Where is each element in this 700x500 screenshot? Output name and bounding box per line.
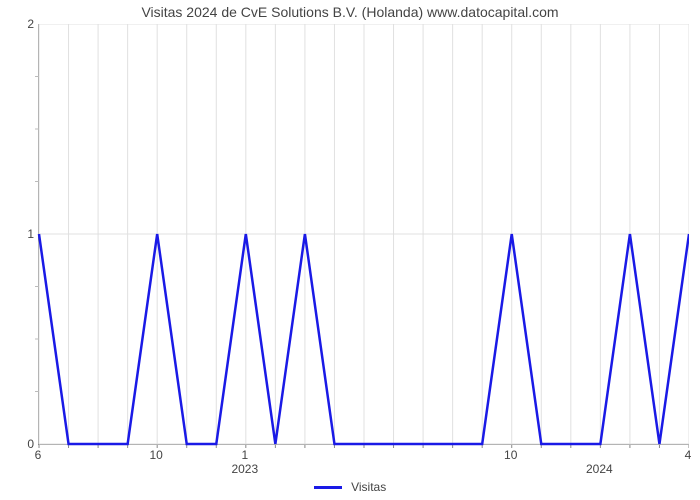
x-tick-label: 4 — [685, 448, 692, 462]
x-year-label: 2024 — [586, 462, 613, 476]
legend-label: Visitas — [351, 480, 386, 494]
legend: Visitas — [0, 480, 700, 494]
plot-area — [38, 24, 689, 445]
x-tick-label: 10 — [149, 448, 162, 462]
x-tick-label: 10 — [504, 448, 517, 462]
y-tick-label: 2 — [27, 17, 34, 31]
x-tick-label: 6 — [35, 448, 42, 462]
legend-swatch — [314, 486, 342, 489]
y-tick-label: 0 — [27, 437, 34, 451]
y-tick-label: 1 — [27, 227, 34, 241]
plot-svg — [34, 24, 689, 450]
chart-title: Visitas 2024 de CvE Solutions B.V. (Hola… — [0, 4, 700, 20]
x-year-label: 2023 — [231, 462, 258, 476]
x-tick-label: 1 — [241, 448, 248, 462]
line-chart: Visitas 2024 de CvE Solutions B.V. (Hola… — [0, 0, 700, 500]
